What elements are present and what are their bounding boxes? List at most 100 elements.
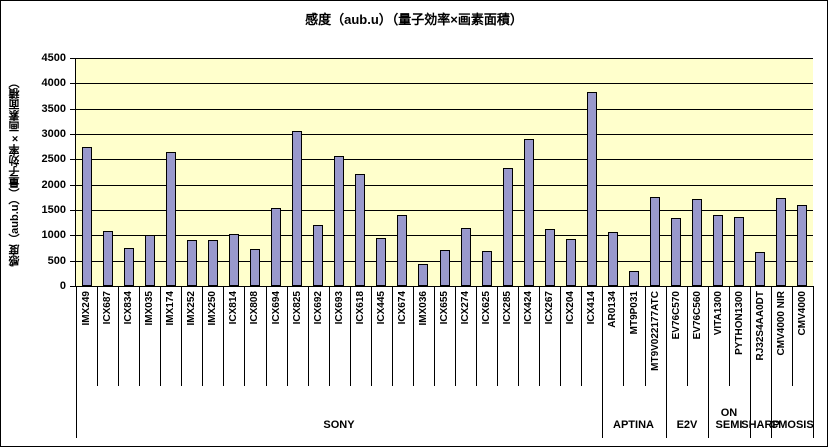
bar [524,139,534,286]
bar [250,249,260,286]
bar [629,271,639,286]
gridline [76,235,813,236]
category-separator [308,286,309,386]
gridline [76,58,813,59]
category-separator [792,286,793,386]
category-separator [287,286,288,386]
y-axis-tick [70,235,76,236]
bar [671,218,681,286]
y-tick-label: 1500 [41,204,66,216]
bar [124,248,134,286]
bar [713,215,723,286]
group-label: E2V [676,419,698,432]
gridline [76,159,813,160]
y-tick-label: 3000 [41,128,66,140]
y-axis-tick [70,286,76,287]
bar [376,238,386,286]
x-axis-line [75,286,813,287]
group-label: ON SEMI [715,406,743,432]
y-tick-label: 2500 [41,153,66,165]
group-separator [813,286,814,438]
category-separator [560,286,561,386]
category-separator [223,286,224,386]
category-group: SHARP [741,286,780,438]
y-tick-label: 4000 [41,77,66,89]
y-tick-label: 3500 [41,103,66,115]
bar [440,250,450,286]
category-separator [434,286,435,386]
category-separator [139,286,140,386]
bar [418,264,428,286]
bar [461,228,471,286]
y-tick-label: 0 [59,280,66,292]
bar [355,174,365,286]
category-separator [118,286,119,386]
bar [166,152,176,286]
bar [545,229,555,286]
category-group: E2V [666,286,708,438]
category-separator [623,286,624,386]
bar [650,197,660,286]
category-separator [729,286,730,386]
y-axis-tick [70,83,76,84]
y-axis-tick [70,159,76,160]
category-separator [413,286,414,386]
gridline [76,134,813,135]
bar [187,240,197,286]
category-separator [202,286,203,386]
bar [313,225,323,286]
y-axis-tick [70,261,76,262]
bar [734,217,744,286]
y-axis-tick [70,58,76,59]
category-separator [518,286,519,386]
y-axis-tick [70,134,76,135]
bar [587,92,597,286]
bar [334,156,344,286]
bar [103,231,113,286]
y-axis-title: 感度（aub.u）（量子効率×画素面積） [3,58,27,286]
bar [292,131,302,286]
category-separator [392,286,393,386]
bar [397,215,407,286]
bar [797,205,807,286]
gridline [76,109,813,110]
category-group: SONY [76,286,602,438]
category-separator [350,286,351,386]
bar [271,208,281,286]
category-separator [581,286,582,386]
gridline [76,185,813,186]
group-separator [602,286,603,438]
bar [145,235,155,286]
y-tick-label: 4500 [41,52,66,64]
group-separator [666,286,667,438]
category-group: APTINA [602,286,665,438]
bar [755,252,765,286]
chart-title: 感度（aub.u）（量子効率×画素面積） [305,12,523,27]
category-group: CMOSIS [770,286,813,438]
category-separator [266,286,267,386]
bar [608,232,618,286]
gridline [76,83,813,84]
y-tick-label: 500 [47,255,66,267]
category-separator [181,286,182,386]
category-separator [371,286,372,386]
category-group: ON SEMI [708,286,750,438]
group-separator [76,286,77,438]
category-separator [476,286,477,386]
group-separator [771,286,772,438]
group-separator [708,286,709,438]
bar [776,198,786,286]
category-separator [160,286,161,386]
gridline [76,210,813,211]
bar [229,234,239,286]
category-separator [497,286,498,386]
category-separator [329,286,330,386]
bar [503,168,513,286]
y-axis-tick [70,185,76,186]
category-separator [244,286,245,386]
group-separator [750,286,751,438]
bar [482,251,492,286]
y-axis-line [75,58,76,287]
plot-area [76,58,813,286]
